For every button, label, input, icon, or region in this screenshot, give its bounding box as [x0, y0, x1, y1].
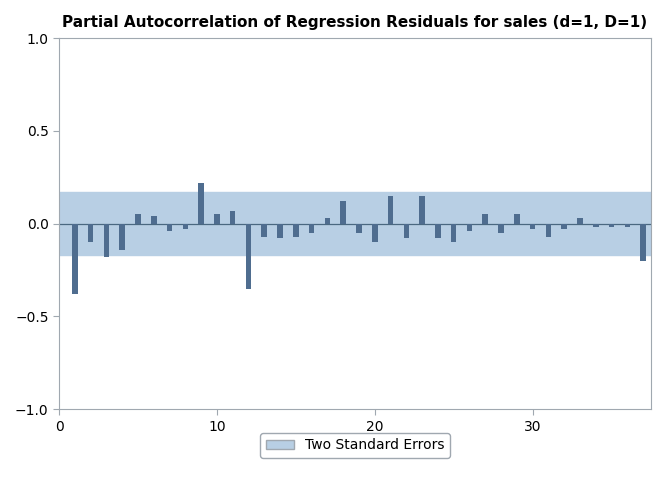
Bar — [451, 224, 456, 242]
Bar — [625, 224, 630, 228]
Bar — [404, 224, 409, 238]
Bar — [356, 224, 362, 233]
Title: Partial Autocorrelation of Regression Residuals for sales (d=1, D=1): Partial Autocorrelation of Regression Re… — [63, 15, 647, 30]
Bar — [388, 196, 394, 224]
Bar — [482, 214, 488, 224]
Bar — [514, 214, 519, 224]
Bar — [151, 216, 157, 224]
Bar — [262, 224, 267, 236]
Legend: Two Standard Errors: Two Standard Errors — [260, 433, 450, 458]
Bar — [166, 224, 172, 231]
Bar — [498, 224, 503, 233]
Bar — [435, 224, 441, 238]
Bar — [577, 218, 583, 224]
Bar — [214, 214, 220, 224]
Bar — [467, 224, 472, 231]
Bar — [277, 224, 283, 238]
Bar — [420, 196, 425, 224]
Bar — [545, 224, 551, 236]
Bar — [182, 224, 188, 229]
Bar — [372, 224, 378, 242]
Bar — [324, 218, 330, 224]
Bar — [561, 224, 567, 229]
X-axis label: Lag: Lag — [342, 439, 368, 453]
Bar — [640, 224, 646, 261]
Bar — [104, 224, 109, 257]
Bar — [293, 224, 298, 236]
Bar — [135, 214, 141, 224]
Bar — [246, 224, 251, 288]
Bar — [593, 224, 599, 228]
Bar — [530, 224, 535, 229]
Bar — [340, 202, 346, 224]
Bar — [72, 224, 78, 294]
Bar — [198, 183, 204, 224]
Bar — [309, 224, 314, 233]
Bar — [119, 224, 125, 250]
Bar — [609, 224, 614, 228]
Bar — [88, 224, 93, 242]
Bar — [230, 210, 236, 224]
